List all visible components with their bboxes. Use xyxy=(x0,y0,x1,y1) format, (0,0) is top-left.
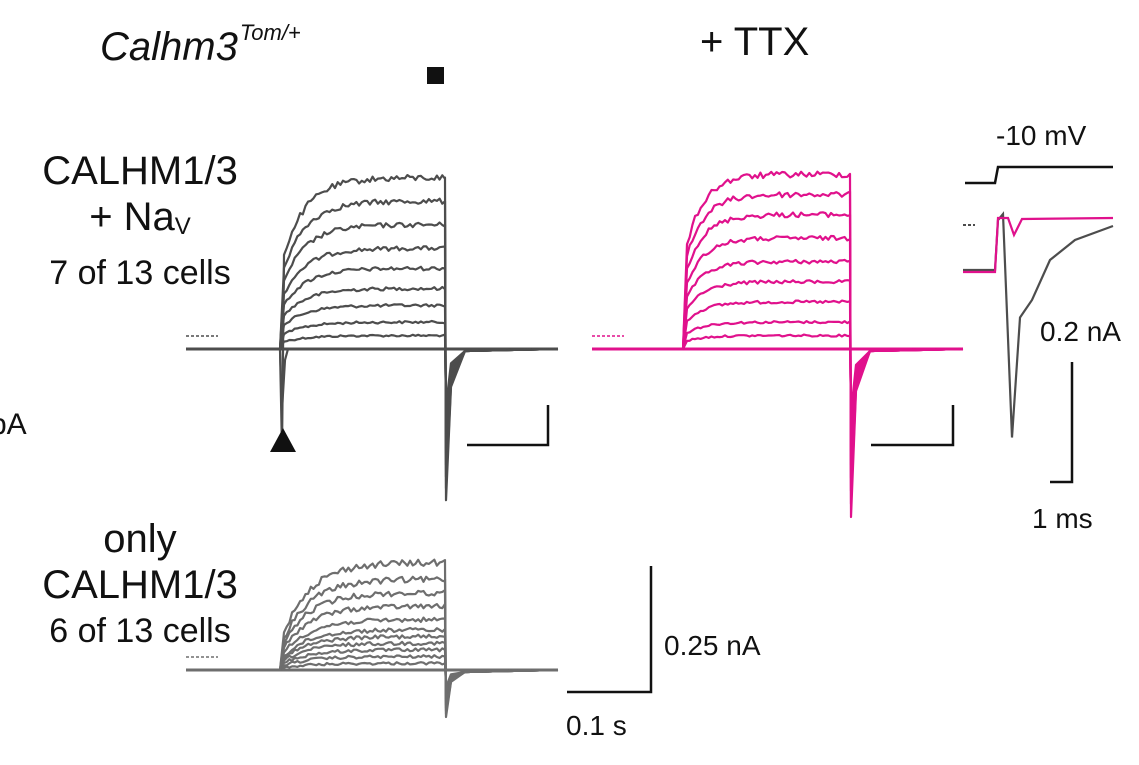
current-trace xyxy=(186,640,559,698)
voltage-step-label: -10 mV xyxy=(996,120,1087,151)
panel-scale-bar xyxy=(467,405,550,447)
current-trace xyxy=(186,616,559,707)
current-trace xyxy=(592,320,964,427)
current-trace xyxy=(592,234,964,479)
current-trace xyxy=(186,319,559,419)
row-b-line2: CALHM1/3 xyxy=(42,563,238,607)
inset-time-scale-label: 1 ms xyxy=(1032,503,1093,534)
main-current-scale-label: 0.25 nA xyxy=(664,630,761,661)
current-trace xyxy=(592,299,964,440)
current-trace xyxy=(186,197,559,490)
step-start-triangle-icon xyxy=(270,428,296,452)
only-calhm-traces xyxy=(186,558,559,719)
current-trace xyxy=(186,174,559,502)
control-traces xyxy=(186,174,559,502)
ttx-title: + TTX xyxy=(700,20,810,64)
genotype-name: Calhm3 xyxy=(100,25,238,69)
row-a-label: CALHM1/3 + NaV 7 of 13 cells xyxy=(10,148,270,296)
genotype-allele: Tom/+ xyxy=(239,20,301,45)
inset-ttx-trace xyxy=(963,216,1114,274)
voltage-command-trace xyxy=(965,165,1113,185)
row-a-nav-sub: V xyxy=(174,213,191,240)
inset-traces xyxy=(963,165,1114,484)
current-trace xyxy=(592,333,964,414)
current-trace xyxy=(592,211,964,492)
current-trace xyxy=(186,245,559,466)
ttx-traces xyxy=(592,170,964,519)
row-b-line1: only xyxy=(103,517,177,561)
current-trace xyxy=(186,575,559,716)
current-trace xyxy=(186,589,559,713)
inset-current-scale-label: 0.2 nA xyxy=(1040,316,1121,347)
current-trace xyxy=(592,258,964,466)
nav-spike-trace xyxy=(278,348,290,411)
scale-bars-and-markers xyxy=(270,67,955,694)
row-a-line2: + NaV xyxy=(10,194,270,250)
current-trace xyxy=(186,647,559,695)
inset-scale-bar xyxy=(1050,362,1074,484)
main-scale-bar xyxy=(567,566,653,694)
current-trace xyxy=(186,285,559,443)
current-trace xyxy=(186,221,559,478)
main-time-scale-label: 0.1 s xyxy=(566,710,627,741)
current-trace xyxy=(186,633,559,701)
current-trace xyxy=(592,279,964,453)
row-b-count: 6 of 13 cells xyxy=(49,612,231,650)
inset-control-trace xyxy=(963,211,1114,438)
row-a-nav: + Na xyxy=(89,195,175,239)
row-a-line1: CALHM1/3 xyxy=(42,149,238,193)
current-trace xyxy=(186,661,559,689)
current-trace xyxy=(186,333,559,408)
current-trace xyxy=(592,170,964,519)
row-b-label: only CALHM1/3 6 of 13 cells xyxy=(10,516,270,654)
left-clipped-unit: pA xyxy=(0,408,27,441)
current-trace xyxy=(186,626,559,704)
current-trace xyxy=(186,558,559,719)
current-trace xyxy=(186,303,559,431)
row-a-count: 7 of 13 cells xyxy=(49,254,231,292)
current-trace xyxy=(186,654,559,692)
genotype-title: Calhm3Tom/+ xyxy=(100,20,301,69)
current-trace xyxy=(186,602,559,710)
current-trace xyxy=(186,265,559,455)
panel-scale-bar xyxy=(871,405,955,447)
step-end-square-icon xyxy=(427,67,444,84)
current-trace xyxy=(592,190,964,505)
